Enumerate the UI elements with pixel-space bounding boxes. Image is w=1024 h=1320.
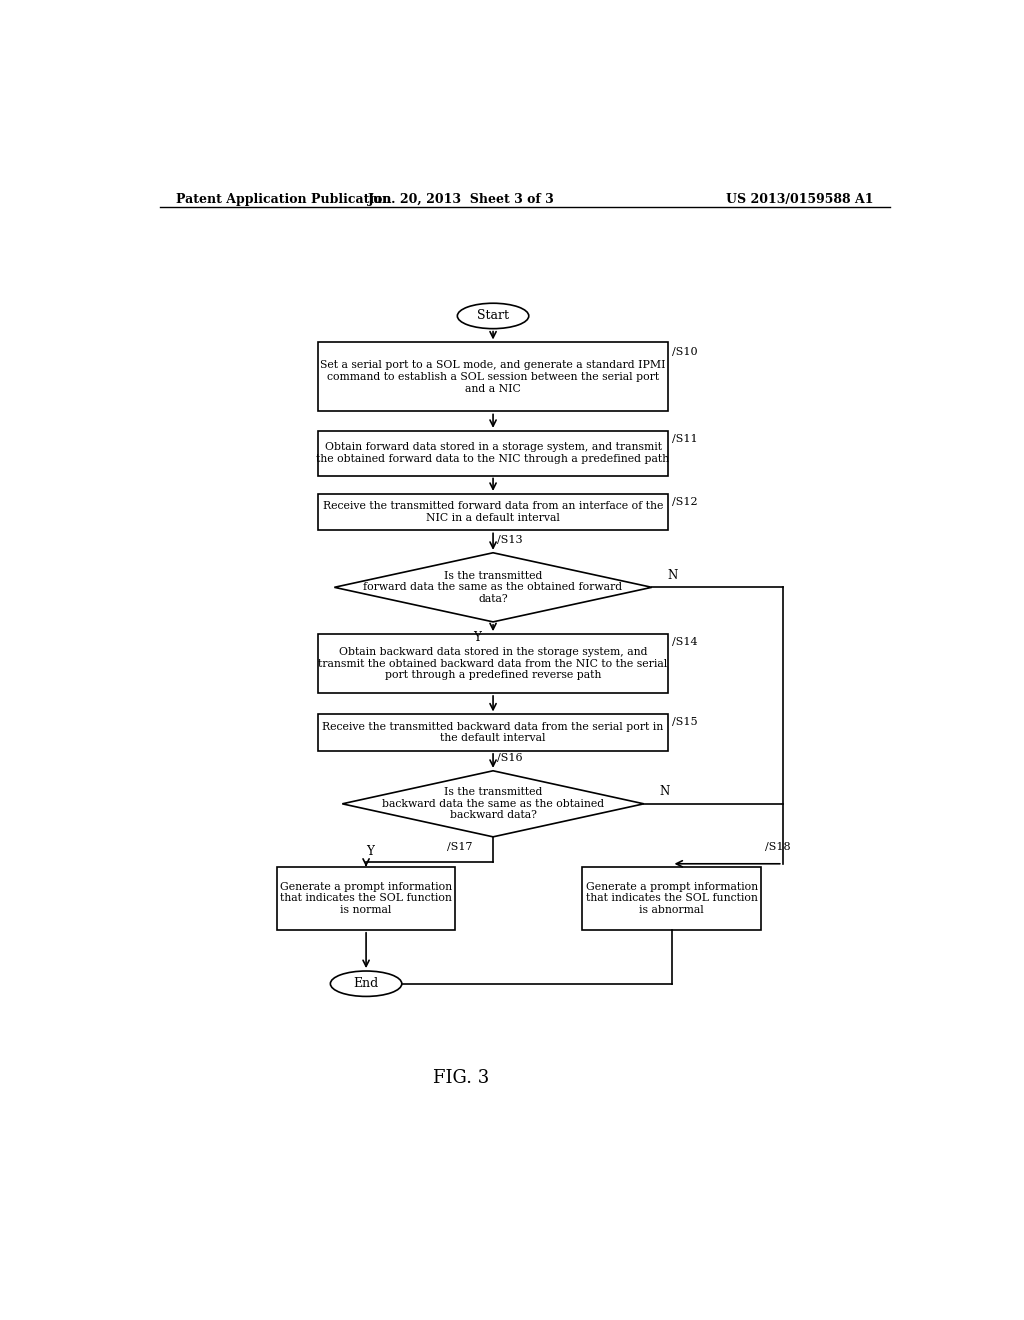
Text: Patent Application Publication: Patent Application Publication [176, 193, 391, 206]
Text: FIG. 3: FIG. 3 [433, 1069, 489, 1088]
Text: End: End [353, 977, 379, 990]
Text: Obtain backward data stored in the storage system, and
transmit the obtained bac: Obtain backward data stored in the stora… [318, 647, 668, 680]
Text: Jun. 20, 2013  Sheet 3 of 3: Jun. 20, 2013 Sheet 3 of 3 [368, 193, 555, 206]
Text: Generate a prompt information
that indicates the SOL function
is abnormal: Generate a prompt information that indic… [586, 882, 758, 915]
Text: Receive the transmitted forward data from an interface of the
NIC in a default i: Receive the transmitted forward data fro… [323, 502, 664, 523]
Text: ∕S13: ∕S13 [497, 535, 522, 545]
Text: ∕S12: ∕S12 [672, 496, 697, 507]
Text: ∕S10: ∕S10 [672, 347, 697, 358]
Text: ∕S14: ∕S14 [672, 638, 697, 647]
Text: N: N [659, 785, 670, 799]
Text: N: N [668, 569, 678, 582]
Text: ∕S15: ∕S15 [672, 718, 697, 727]
Text: ∕S18: ∕S18 [765, 842, 791, 851]
Text: Is the transmitted
forward data the same as the obtained forward
data?: Is the transmitted forward data the same… [364, 570, 623, 605]
Text: ∕S17: ∕S17 [447, 842, 473, 851]
Text: Y: Y [473, 631, 481, 644]
Text: Y: Y [367, 845, 374, 858]
Text: US 2013/0159588 A1: US 2013/0159588 A1 [726, 193, 873, 206]
Text: ∕S16: ∕S16 [497, 752, 522, 763]
Text: Receive the transmitted backward data from the serial port in
the default interv: Receive the transmitted backward data fr… [323, 722, 664, 743]
Text: Start: Start [477, 309, 509, 322]
Text: ∕S11: ∕S11 [672, 434, 697, 444]
Text: Obtain forward data stored in a storage system, and transmit
the obtained forwar: Obtain forward data stored in a storage … [316, 442, 670, 463]
Text: Generate a prompt information
that indicates the SOL function
is normal: Generate a prompt information that indic… [280, 882, 453, 915]
Text: Set a serial port to a SOL mode, and generate a standard IPMI
command to establi: Set a serial port to a SOL mode, and gen… [321, 360, 666, 393]
Text: Is the transmitted
backward data the same as the obtained
backward data?: Is the transmitted backward data the sam… [382, 787, 604, 821]
